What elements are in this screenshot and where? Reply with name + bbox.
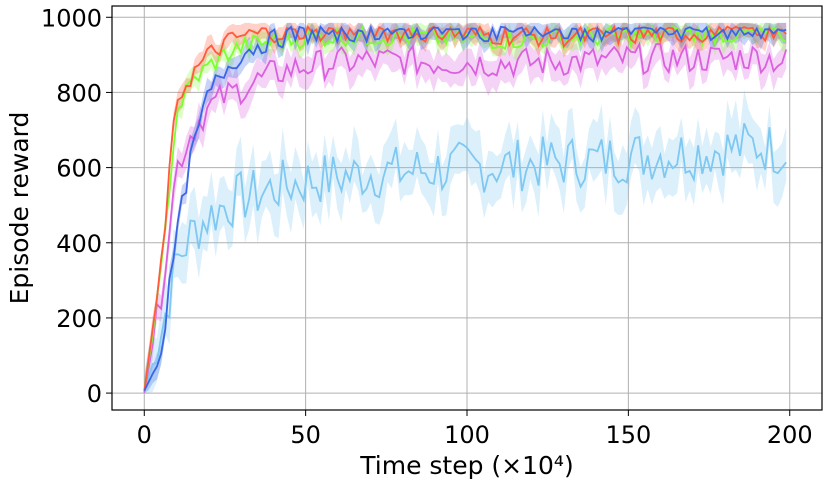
series-bands [144,22,787,394]
y-tick-label: 600 [56,155,102,183]
y-tick-label: 400 [56,230,102,258]
series-band [144,89,787,394]
y-axis-label: Episode reward [5,112,34,305]
x-tick-label: 150 [605,421,651,449]
x-tick-label: 0 [137,421,152,449]
series-line [143,24,787,392]
y-tick-label: 200 [56,305,102,333]
series-band [144,27,787,394]
x-tick-label: 50 [290,421,321,449]
series-band [144,22,787,394]
y-tick-label: 0 [87,380,102,408]
x-tick-label: 200 [767,421,813,449]
y-tick-label: 800 [56,79,102,107]
series-lines [143,24,788,393]
x-axis-ticks: 0 50 100 150 200 [137,410,813,449]
y-axis-ticks: 0 200 400 600 800 1000 [41,4,112,408]
x-tick-label: 100 [444,421,490,449]
series-line [143,24,787,392]
series-line [143,122,787,392]
y-tick-label: 1000 [41,4,102,32]
x-axis-label: Time step (×10⁴) [359,451,573,480]
series-line [143,41,788,393]
